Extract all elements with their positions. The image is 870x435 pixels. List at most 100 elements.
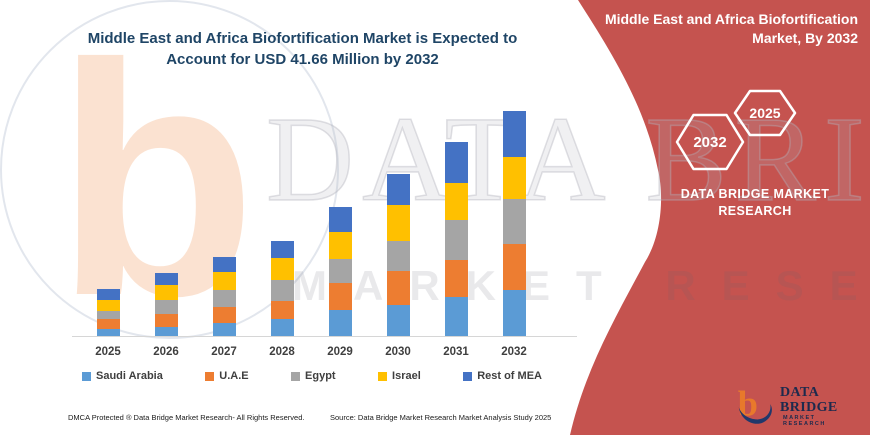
bar-segment-rest-of-mea bbox=[386, 174, 410, 206]
legend-swatch bbox=[378, 371, 388, 381]
chart-legend: Saudi Arabia U.A.E Egypt Israel Rest of MEA bbox=[82, 370, 542, 382]
bar-segment-saudi-arabia bbox=[444, 296, 468, 337]
bar-stack-2027 bbox=[212, 256, 236, 337]
x-axis-labels: 2025 2026 2027 2028 2029 2030 2031 2032 bbox=[79, 346, 543, 358]
bar-segment-u-a-e bbox=[270, 300, 294, 320]
hexagon-2032-outline bbox=[675, 113, 745, 171]
bar-stack-2031 bbox=[444, 141, 468, 337]
bar-segment-rest-of-mea bbox=[212, 256, 236, 272]
bar-segment-u-a-e bbox=[386, 271, 410, 305]
bar-stack-2032 bbox=[502, 111, 526, 337]
bar-segment-u-a-e bbox=[212, 307, 236, 323]
bar-column-2025 bbox=[79, 289, 137, 337]
hexagon-2025-outline bbox=[733, 89, 797, 137]
chart-title-line2: Account for USD 41.66 Million by 2032 bbox=[166, 51, 439, 68]
year-hexagons: 2032 2025 bbox=[675, 89, 797, 171]
bar-segment-egypt bbox=[502, 199, 526, 244]
bar-column-2026 bbox=[137, 272, 195, 337]
bar-column-2027 bbox=[195, 256, 253, 337]
legend-label: Israel bbox=[392, 370, 421, 382]
bar-segment-israel bbox=[328, 232, 352, 259]
side-panel-brand-text: DATA BRIDGE MARKET RESEARCH bbox=[680, 187, 830, 218]
bar-segment-egypt bbox=[386, 240, 410, 272]
data-bridge-logo-icon: b bbox=[738, 384, 772, 424]
x-axis-label-2029: 2029 bbox=[327, 346, 353, 358]
bar-segment-egypt bbox=[270, 280, 294, 301]
bar-segment-egypt bbox=[96, 311, 120, 320]
legend-label: Saudi Arabia bbox=[96, 370, 163, 382]
bar-segment-rest-of-mea bbox=[502, 111, 526, 157]
legend-item-israel: Israel bbox=[378, 370, 421, 382]
bar-segment-u-a-e bbox=[154, 313, 178, 328]
footer-dmca-text: DMCA Protected ® Data Bridge Market Rese… bbox=[68, 413, 305, 422]
bar-segment-israel bbox=[270, 258, 294, 281]
legend-label: U.A.E bbox=[219, 370, 249, 382]
x-axis-label-2030: 2030 bbox=[385, 346, 411, 358]
side-panel-title: Middle East and Africa Biofortification … bbox=[596, 10, 858, 48]
x-axis-label-2027: 2027 bbox=[211, 346, 237, 358]
bar-stack-2030 bbox=[386, 174, 410, 337]
bar-segment-israel bbox=[502, 156, 526, 200]
red-band-shape bbox=[570, 0, 870, 435]
bar-column-2031 bbox=[427, 141, 485, 337]
bar-chart bbox=[79, 0, 543, 337]
bar-column-2030 bbox=[369, 174, 427, 337]
x-axis-label-2031: 2031 bbox=[443, 346, 469, 358]
side-panel-title-line1: Middle East and Africa Biofortification bbox=[604, 11, 858, 27]
logo-subtitle: MARKET RESEARCH bbox=[780, 415, 864, 427]
bar-segment-saudi-arabia bbox=[154, 327, 178, 337]
bar-column-2029 bbox=[311, 207, 369, 337]
bar-segment-saudi-arabia bbox=[212, 322, 236, 337]
bar-stack-2028 bbox=[270, 240, 294, 337]
bar-segment-egypt bbox=[444, 219, 468, 261]
footer-source-text: Source: Data Bridge Market Research Mark… bbox=[330, 413, 552, 422]
chart-title: Middle East and Africa Biofortification … bbox=[45, 28, 560, 70]
bar-segment-u-a-e bbox=[502, 243, 526, 291]
bar-segment-rest-of-mea bbox=[444, 141, 468, 183]
bar-column-2032 bbox=[485, 111, 543, 337]
x-axis-label-2026: 2026 bbox=[153, 346, 179, 358]
legend-swatch bbox=[291, 371, 301, 381]
bar-stack-2026 bbox=[154, 272, 178, 337]
bar-segment-u-a-e bbox=[444, 260, 468, 297]
x-axis-line bbox=[72, 336, 577, 337]
bar-segment-u-a-e bbox=[328, 282, 352, 311]
x-axis-label-2025: 2025 bbox=[95, 346, 121, 358]
x-axis-label-2032: 2032 bbox=[501, 346, 527, 358]
legend-swatch bbox=[205, 371, 215, 381]
logo-text: DATA BRIDGE MARKET RESEARCH bbox=[780, 385, 864, 428]
bar-segment-israel bbox=[96, 300, 120, 312]
bar-segment-israel bbox=[386, 205, 410, 241]
bar-segment-saudi-arabia bbox=[502, 290, 526, 337]
legend-item-rest-of-mea: Rest of MEA bbox=[463, 370, 542, 382]
bar-stack-2025 bbox=[96, 289, 120, 337]
logo-swoosh bbox=[738, 404, 772, 424]
bar-segment-egypt bbox=[212, 289, 236, 308]
bar-segment-saudi-arabia bbox=[270, 319, 294, 337]
side-panel-title-line2: Market, By 2032 bbox=[752, 29, 858, 46]
legend-item-egypt: Egypt bbox=[291, 370, 336, 382]
bar-segment-israel bbox=[154, 285, 178, 300]
bar-segment-egypt bbox=[154, 299, 178, 314]
bar-segment-israel bbox=[444, 182, 468, 220]
bar-segment-rest-of-mea bbox=[328, 207, 352, 233]
watermark-circle bbox=[0, 0, 339, 339]
bar-segment-saudi-arabia bbox=[328, 310, 352, 337]
bar-column-2028 bbox=[253, 240, 311, 337]
legend-label: Rest of MEA bbox=[477, 370, 542, 382]
bar-segment-saudi-arabia bbox=[386, 304, 410, 337]
logo-name: DATA BRIDGE bbox=[780, 384, 838, 415]
bar-segment-rest-of-mea bbox=[96, 289, 120, 301]
bar-segment-rest-of-mea bbox=[270, 240, 294, 259]
legend-label: Egypt bbox=[305, 370, 336, 382]
legend-item-saudi-arabia: Saudi Arabia bbox=[82, 370, 163, 382]
logo-subtitle-text: MARKET RESEARCH bbox=[783, 415, 826, 428]
bar-stack-2029 bbox=[328, 207, 352, 337]
hexagon-2025-label: 2025 bbox=[749, 105, 780, 121]
legend-swatch bbox=[82, 371, 91, 381]
data-bridge-logo: b DATA BRIDGE MARKET RESEARCH bbox=[733, 384, 864, 428]
legend-item-u-a-e: U.A.E bbox=[205, 370, 249, 382]
bar-segment-u-a-e bbox=[96, 319, 120, 329]
